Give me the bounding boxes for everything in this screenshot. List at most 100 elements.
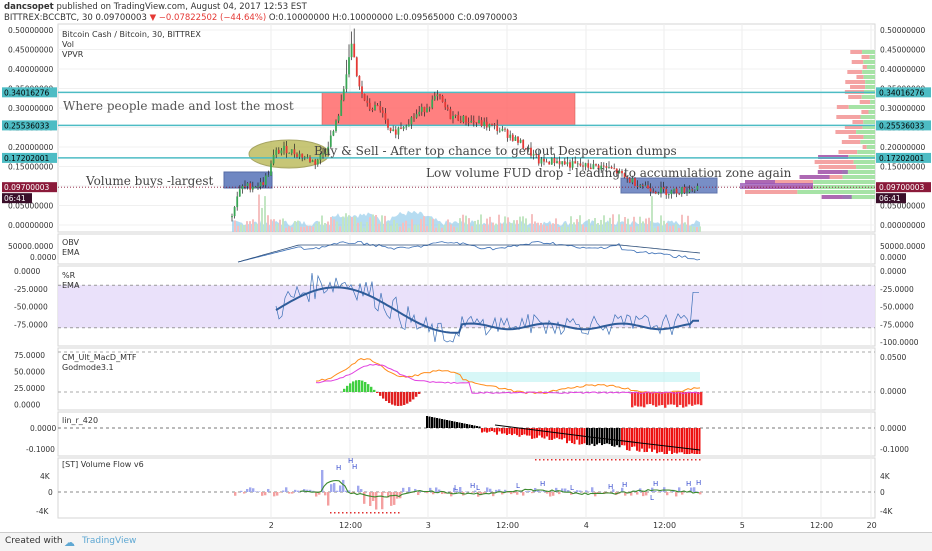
macd-bar <box>349 383 351 392</box>
linr-bar <box>566 428 568 443</box>
vpvr-green-bar <box>865 80 875 84</box>
candle-body <box>574 161 576 163</box>
tradingview-brand[interactable]: TradingView <box>82 536 136 546</box>
volume-bar <box>339 227 341 232</box>
volume-bar <box>645 219 647 232</box>
candle-body <box>473 121 475 122</box>
vpvr-green-bar <box>870 55 875 59</box>
linr-bar <box>601 428 603 445</box>
candle-body <box>382 110 384 113</box>
vpvr-red-bar <box>745 190 797 194</box>
vflow-bar <box>531 492 533 493</box>
candle-body <box>463 116 465 122</box>
linr-bar <box>454 422 456 429</box>
vflow-dot <box>591 459 593 461</box>
x-tick-8: 20 <box>867 521 877 530</box>
linr-bar <box>539 428 541 435</box>
macd-bar <box>406 392 408 404</box>
candle-body <box>465 116 467 122</box>
candle-body <box>671 190 673 194</box>
linr-bar <box>614 428 616 447</box>
candle-body <box>390 128 392 131</box>
macd-bar <box>649 392 651 404</box>
vflow-dot <box>663 459 665 461</box>
linr-bar <box>496 428 498 435</box>
volume-bar <box>531 214 533 232</box>
price-level-right-label-1: 0.25536033 <box>879 121 925 130</box>
macd-left-tick-0: 75.0000 <box>14 351 45 360</box>
linr-bar <box>536 428 538 438</box>
vflow-bar <box>240 491 242 492</box>
candle-body <box>372 109 374 110</box>
candle-body <box>403 127 405 129</box>
macd-cyan-band <box>455 372 700 382</box>
y-tick-right-7: 0.15000000 <box>880 163 926 172</box>
candle-body <box>239 189 241 196</box>
volume-bar <box>669 226 671 232</box>
linr-bar <box>486 428 488 433</box>
volume-bar <box>426 226 428 232</box>
vflow-dot <box>362 512 364 514</box>
vflow-marker-11: H <box>696 479 701 487</box>
linr-bar <box>621 428 623 445</box>
x-tick-5: 12:00 <box>653 521 676 530</box>
candle-body <box>564 161 566 164</box>
price-level-right-label-0: 0.34016276 <box>879 88 925 97</box>
macd-left-tick-3: 0.0000 <box>14 401 40 410</box>
candle-body <box>437 94 439 96</box>
macd-bar <box>397 392 399 406</box>
vpvr-red-bar <box>852 120 863 124</box>
macd-bar <box>373 390 375 392</box>
vpvr-red-bar <box>819 165 856 169</box>
candle-body <box>413 117 415 118</box>
vpvr-red-bar <box>850 50 862 54</box>
volume-bar <box>525 218 527 232</box>
vpvr-red-bar <box>861 110 868 114</box>
candle-body <box>333 131 335 136</box>
linr-bar <box>654 428 656 450</box>
vflow-bar <box>579 491 581 492</box>
linr-bar <box>616 428 618 445</box>
candle-body <box>340 100 342 116</box>
volume-bar <box>633 217 635 232</box>
macd-bar <box>676 392 678 407</box>
candle-body <box>494 125 496 126</box>
vflow-marker-3: H <box>470 482 475 490</box>
volume-bar <box>270 219 272 232</box>
candle-body <box>400 128 402 129</box>
linr-bar <box>499 428 501 431</box>
volume-bar <box>246 221 248 232</box>
volume-bar <box>267 215 269 232</box>
linr-bar <box>611 428 613 446</box>
volume-bar <box>354 217 356 232</box>
vflow-bar <box>471 492 473 493</box>
linr-bar <box>606 428 608 443</box>
vflow-bar <box>336 491 338 492</box>
vpvr-green-bar <box>868 110 875 114</box>
candle-body <box>486 122 488 128</box>
vpvr-green-bar <box>854 160 875 164</box>
vflow-marker-13: L <box>454 484 458 492</box>
candle-body <box>439 94 441 96</box>
vflow-dot <box>603 459 605 461</box>
volume-bar <box>243 225 245 232</box>
vflow-bar <box>291 492 293 494</box>
vpvr-green-bar <box>867 65 875 69</box>
volume-bar <box>330 217 332 232</box>
candle-body <box>301 154 303 158</box>
macd-bar <box>643 392 645 407</box>
volume-bar <box>666 223 668 232</box>
vflow-dot <box>334 512 336 514</box>
vflow-bar <box>402 488 404 492</box>
macd-bar <box>364 382 366 392</box>
linr-bar <box>639 428 641 452</box>
candle-body <box>369 103 371 109</box>
vflow-bar <box>285 487 287 492</box>
candle-body <box>405 126 407 127</box>
volume-bar <box>282 218 284 232</box>
candle-body <box>639 185 641 187</box>
vpvr-red-bar <box>835 130 856 134</box>
candle-body <box>554 158 556 163</box>
